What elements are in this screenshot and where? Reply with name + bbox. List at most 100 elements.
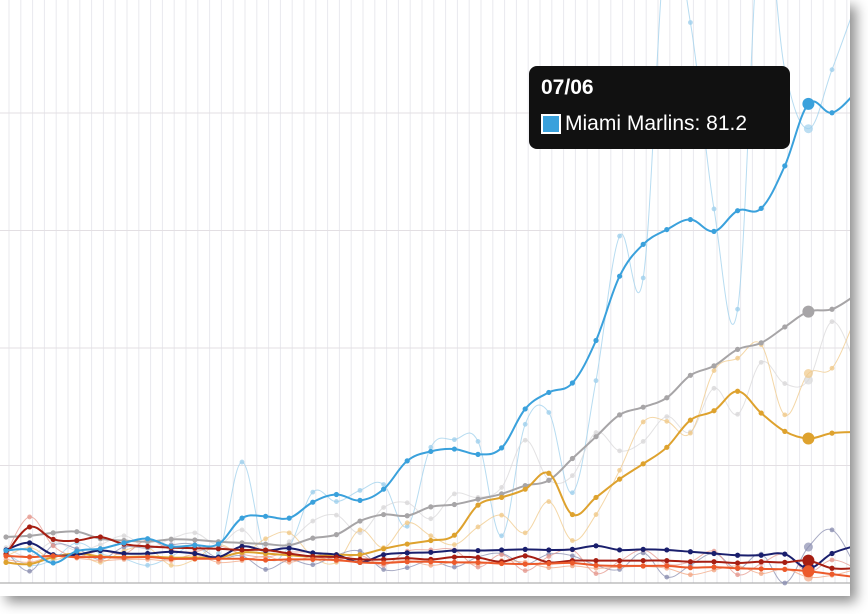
data-point[interactable]: [381, 482, 386, 487]
data-point[interactable]: [27, 540, 33, 546]
data-point[interactable]: [192, 550, 198, 557]
data-point[interactable]: [310, 489, 316, 495]
data-point[interactable]: [50, 560, 56, 566]
data-point[interactable]: [711, 564, 717, 570]
data-point[interactable]: [546, 499, 552, 504]
data-point[interactable]: [451, 547, 457, 554]
data-point[interactable]: [404, 559, 410, 565]
data-point[interactable]: [239, 459, 245, 465]
data-point[interactable]: [357, 497, 363, 503]
data-point[interactable]: [263, 567, 268, 572]
data-point[interactable]: [121, 550, 127, 557]
data-point[interactable]: [546, 560, 552, 567]
data-point[interactable]: [593, 512, 599, 517]
data-point[interactable]: [782, 324, 788, 330]
data-point[interactable]: [216, 551, 221, 556]
data-point[interactable]: [687, 372, 694, 378]
data-point[interactable]: [334, 499, 339, 504]
data-point[interactable]: [570, 473, 575, 479]
data-point[interactable]: [3, 534, 9, 540]
data-point[interactable]: [404, 565, 410, 571]
data-point[interactable]: [3, 559, 9, 565]
data-point[interactable]: [452, 491, 457, 497]
data-point[interactable]: [617, 547, 623, 553]
data-point[interactable]: [428, 562, 434, 568]
data-point[interactable]: [97, 534, 103, 540]
data-point[interactable]: [499, 533, 504, 539]
data-point[interactable]: [688, 572, 693, 578]
data-point[interactable]: [782, 559, 788, 565]
data-point[interactable]: [735, 560, 741, 566]
highlight-point[interactable]: [803, 375, 813, 385]
data-point[interactable]: [687, 565, 694, 571]
data-point[interactable]: [735, 552, 741, 558]
data-point[interactable]: [640, 241, 646, 247]
data-point[interactable]: [593, 562, 599, 568]
data-point[interactable]: [664, 547, 670, 553]
data-point[interactable]: [428, 516, 434, 522]
data-point[interactable]: [640, 546, 646, 552]
data-point[interactable]: [168, 549, 174, 555]
data-point[interactable]: [263, 513, 269, 519]
data-point[interactable]: [74, 548, 80, 554]
data-point[interactable]: [215, 541, 221, 547]
data-point[interactable]: [711, 206, 717, 212]
data-point[interactable]: [27, 547, 33, 553]
data-point[interactable]: [593, 337, 599, 344]
data-point[interactable]: [782, 163, 788, 169]
data-point[interactable]: [428, 559, 434, 565]
data-point[interactable]: [286, 545, 292, 551]
data-point[interactable]: [664, 418, 670, 424]
data-point[interactable]: [711, 363, 717, 369]
data-point[interactable]: [617, 476, 623, 482]
data-point[interactable]: [381, 505, 386, 510]
data-point[interactable]: [428, 504, 434, 510]
data-point[interactable]: [829, 110, 835, 116]
data-point[interactable]: [121, 555, 127, 561]
highlight-point[interactable]: [803, 369, 813, 379]
data-point[interactable]: [711, 228, 717, 234]
data-point[interactable]: [735, 306, 740, 312]
data-point[interactable]: [829, 306, 835, 312]
data-point[interactable]: [688, 20, 693, 25]
data-point[interactable]: [687, 549, 694, 555]
data-point[interactable]: [569, 511, 576, 518]
data-point[interactable]: [145, 536, 151, 542]
data-point[interactable]: [829, 571, 835, 577]
highlight-point[interactable]: [803, 542, 813, 552]
data-point[interactable]: [546, 389, 552, 396]
data-point[interactable]: [569, 380, 576, 386]
data-point[interactable]: [758, 410, 764, 416]
data-point[interactable]: [168, 562, 174, 568]
data-point[interactable]: [357, 559, 363, 565]
data-point[interactable]: [522, 568, 528, 574]
data-point[interactable]: [310, 499, 316, 505]
data-point[interactable]: [381, 567, 386, 572]
data-point[interactable]: [593, 434, 599, 440]
data-point[interactable]: [735, 355, 740, 361]
data-point[interactable]: [451, 446, 457, 452]
data-point[interactable]: [475, 555, 481, 561]
data-point[interactable]: [593, 557, 599, 564]
data-point[interactable]: [499, 512, 504, 518]
data-point[interactable]: [829, 430, 835, 436]
data-point[interactable]: [404, 523, 410, 529]
data-point[interactable]: [286, 556, 292, 563]
data-point[interactable]: [687, 216, 694, 223]
data-point[interactable]: [451, 559, 457, 565]
data-point[interactable]: [617, 467, 622, 473]
data-point[interactable]: [640, 439, 646, 444]
data-point[interactable]: [310, 556, 316, 563]
data-point[interactable]: [451, 554, 457, 560]
data-point[interactable]: [428, 537, 434, 544]
data-point[interactable]: [357, 552, 363, 558]
data-point[interactable]: [617, 557, 623, 564]
data-point[interactable]: [711, 408, 717, 414]
data-point[interactable]: [239, 556, 245, 562]
data-point[interactable]: [546, 410, 552, 415]
data-point[interactable]: [50, 536, 56, 542]
data-point[interactable]: [546, 470, 552, 476]
data-point[interactable]: [381, 560, 387, 566]
data-point[interactable]: [3, 553, 9, 559]
data-point[interactable]: [758, 552, 764, 558]
